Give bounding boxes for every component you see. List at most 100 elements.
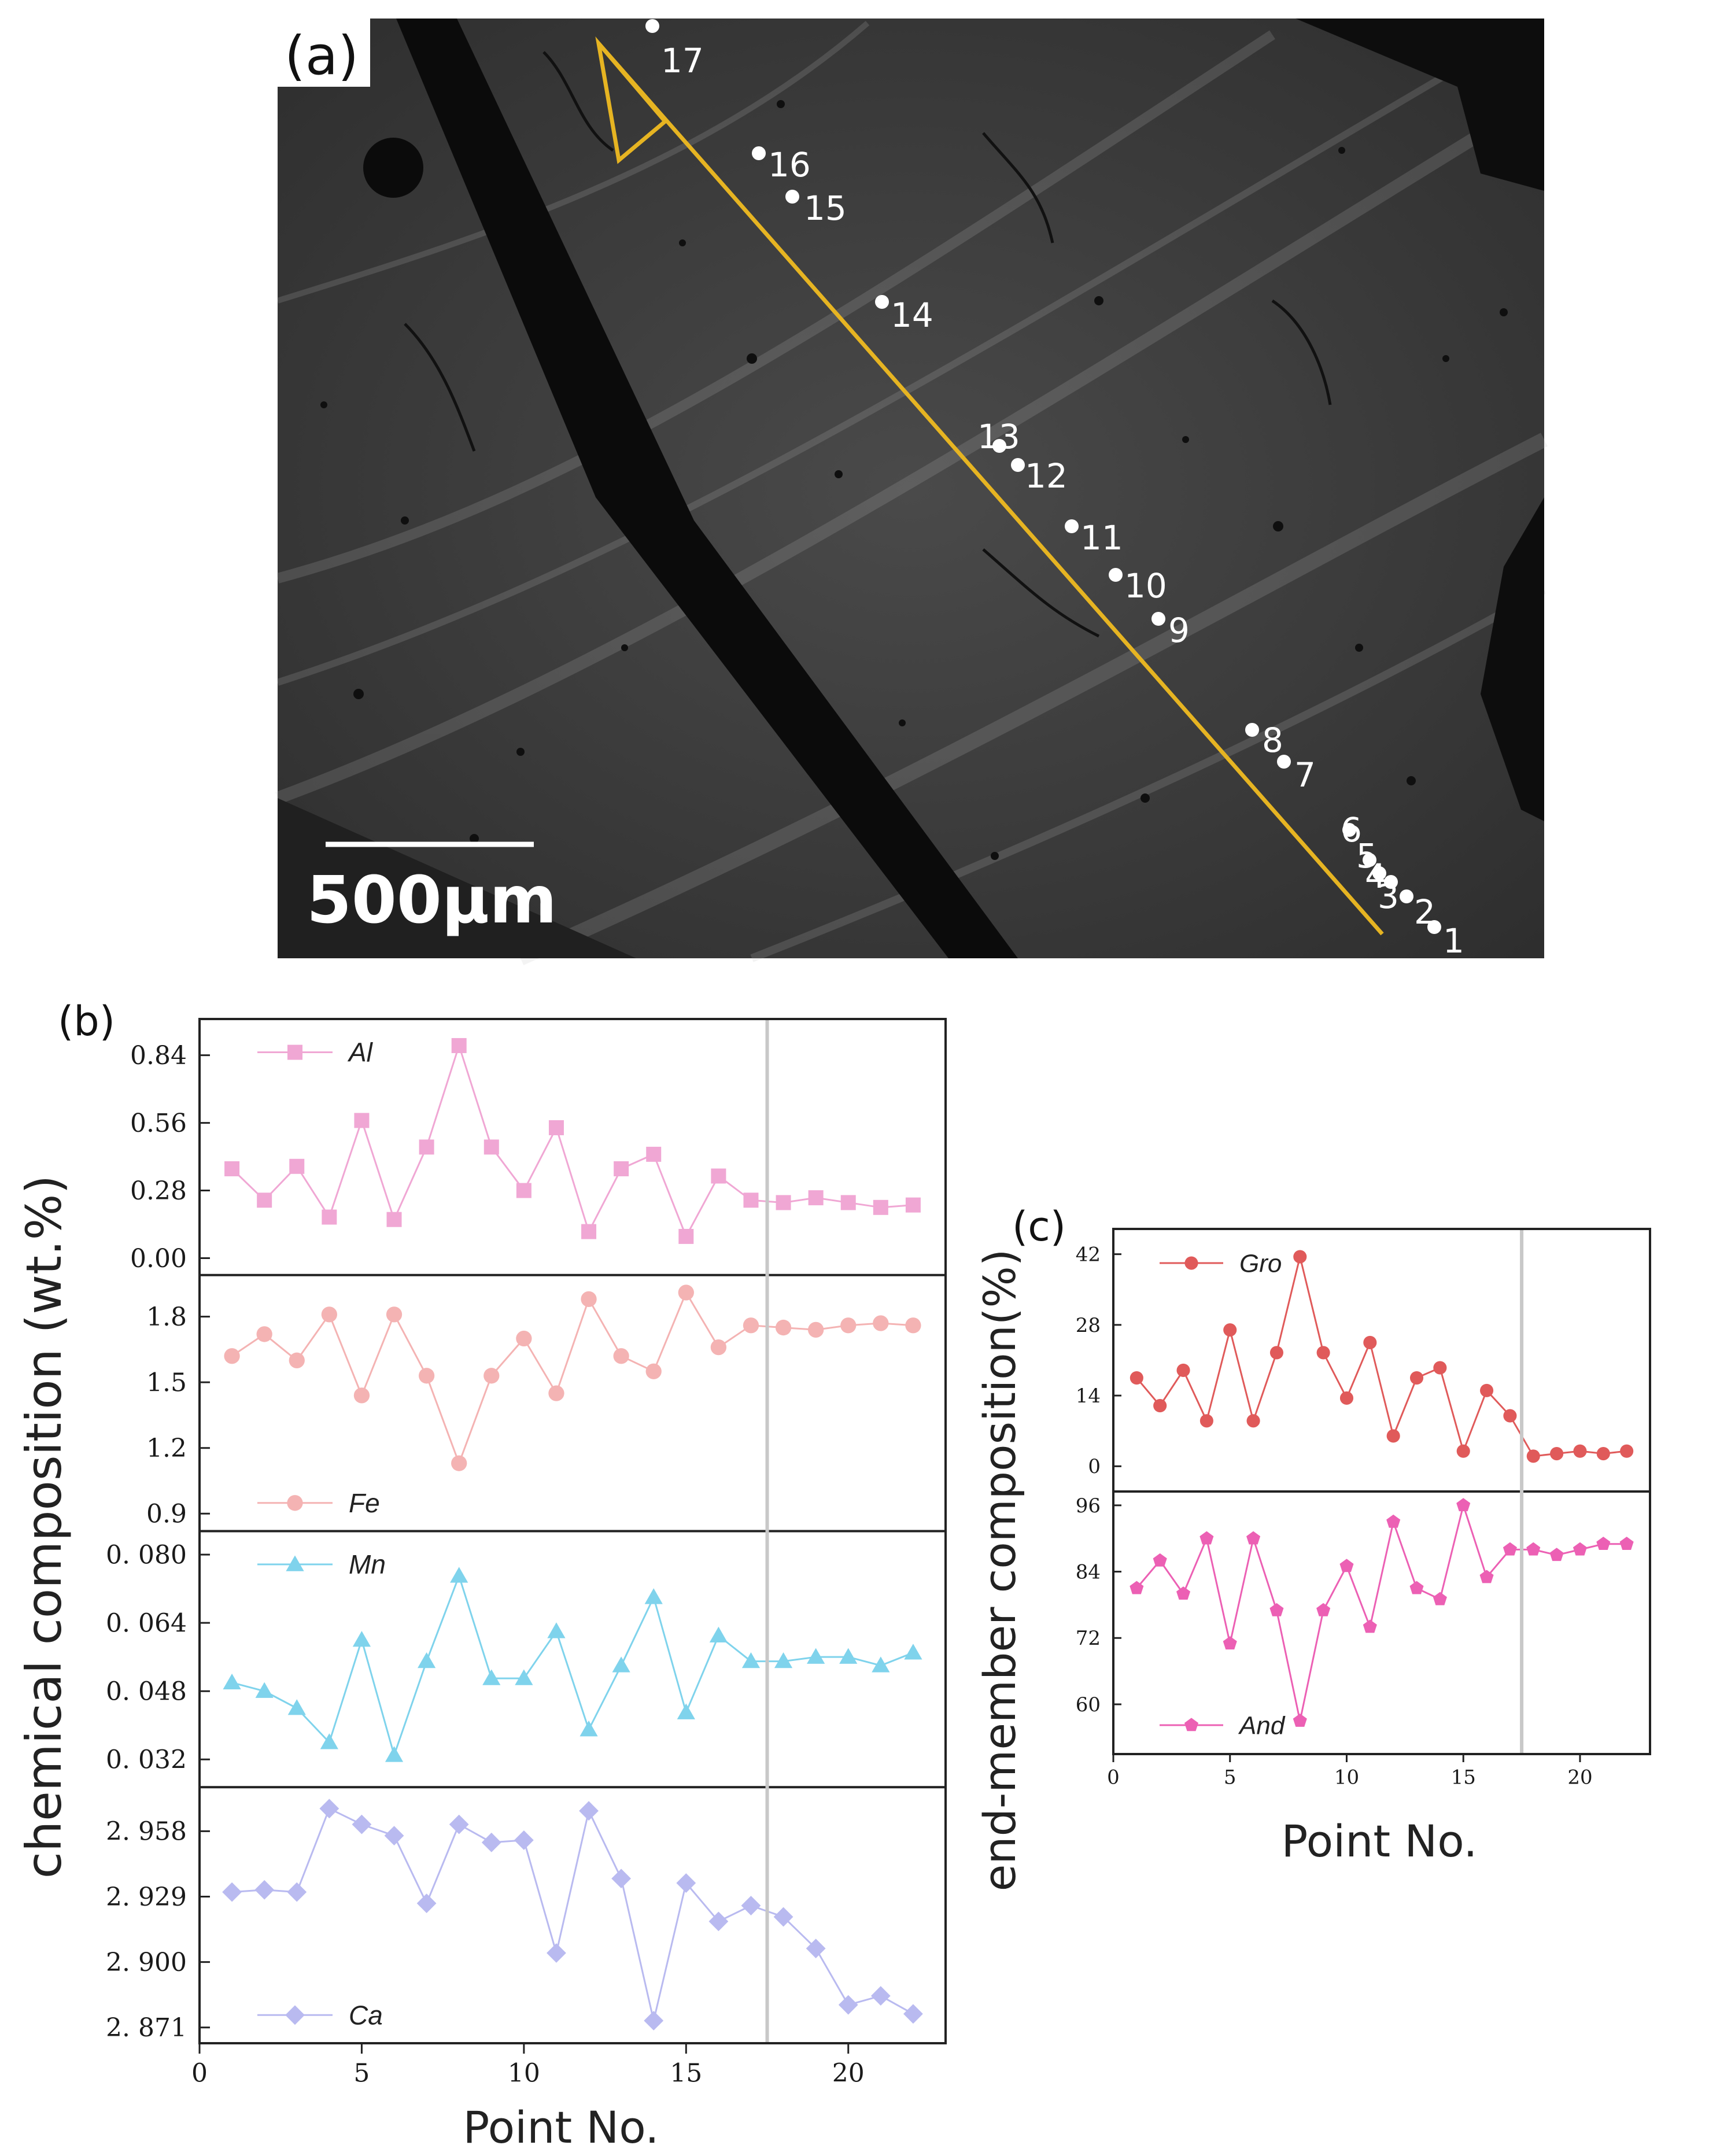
x-tick-label: 15 bbox=[670, 2058, 702, 2088]
data-point-fe bbox=[905, 1317, 921, 1334]
x-tick-label: 0 bbox=[191, 2058, 208, 2088]
inclusions bbox=[320, 100, 1508, 860]
data-point-fe bbox=[256, 1326, 272, 1342]
data-point-gro bbox=[1199, 1414, 1213, 1428]
legend-label: Al bbox=[347, 1038, 374, 1068]
data-point-and bbox=[1526, 1542, 1541, 1556]
data-point-and bbox=[1619, 1537, 1634, 1550]
data-point-gro bbox=[1223, 1323, 1237, 1337]
data-point-and bbox=[1549, 1548, 1564, 1561]
analysis-point bbox=[1427, 920, 1441, 934]
panel-a-label: (a) bbox=[285, 25, 359, 87]
data-point-ca bbox=[773, 1907, 793, 1927]
analysis-point bbox=[752, 146, 766, 160]
data-point-gro bbox=[1526, 1449, 1540, 1463]
data-point-fe bbox=[386, 1306, 403, 1323]
data-point-ca bbox=[384, 1826, 404, 1846]
y-tick-label: 60 bbox=[1076, 1693, 1101, 1716]
legend-marker bbox=[1184, 1256, 1198, 1270]
analysis-point-label: 7 bbox=[1294, 755, 1316, 795]
data-point-fe bbox=[775, 1319, 792, 1336]
data-point-al bbox=[840, 1195, 856, 1210]
y-tick-label: 72 bbox=[1076, 1627, 1101, 1650]
pit bbox=[363, 138, 423, 198]
panel-c-chart: (c) 0 14 28 42 Gro 60 72 84 96 And 0 5 10 15 20 end-me… bbox=[974, 1203, 1651, 1891]
analysis-point-label: 17 bbox=[661, 41, 704, 80]
analysis-point bbox=[1384, 875, 1398, 889]
data-point-fe bbox=[710, 1339, 727, 1356]
analysis-point bbox=[1342, 823, 1356, 837]
legend-label: Mn bbox=[349, 1549, 386, 1579]
data-point-al bbox=[289, 1158, 305, 1174]
data-point-al bbox=[743, 1193, 759, 1208]
data-point-and bbox=[1479, 1570, 1494, 1583]
legend-marker bbox=[1184, 1718, 1199, 1732]
data-point-mn bbox=[580, 1721, 598, 1737]
data-point-al bbox=[711, 1168, 726, 1184]
analysis-point-label: 16 bbox=[768, 145, 811, 184]
data-point-ca bbox=[319, 1799, 339, 1819]
data-point-gro bbox=[1573, 1444, 1587, 1458]
scale-bar-label: 500μm bbox=[307, 863, 557, 938]
data-point-mn bbox=[223, 1673, 241, 1690]
data-point-ca bbox=[416, 1893, 437, 1914]
y-tick-label: 42 bbox=[1076, 1243, 1101, 1267]
dark-corner bbox=[1295, 19, 1544, 191]
data-point-fe bbox=[743, 1317, 759, 1334]
data-point-ca bbox=[481, 1832, 501, 1852]
data-point-fe bbox=[678, 1284, 694, 1301]
x-tick-label: 15 bbox=[1451, 1766, 1476, 1789]
y-tick-label: 0. 080 bbox=[106, 1540, 187, 1570]
analysis-point-label: 6 bbox=[1341, 810, 1362, 850]
data-point-al bbox=[257, 1193, 272, 1208]
data-point-al bbox=[808, 1190, 824, 1206]
panel-c-plot-area: 0 14 28 42 Gro 60 72 84 96 And 0 5 10 15 20 bbox=[1076, 1228, 1651, 1789]
legend-label: Ca bbox=[349, 2000, 383, 2030]
series-line-fe bbox=[231, 1290, 914, 1466]
data-point-mn bbox=[482, 1669, 501, 1685]
analysis-point bbox=[1065, 519, 1079, 533]
data-point-al bbox=[776, 1195, 791, 1210]
x-tick-label: 10 bbox=[1334, 1766, 1359, 1789]
data-point-fe bbox=[451, 1455, 467, 1471]
data-point-gro bbox=[1246, 1414, 1260, 1428]
data-point-and bbox=[1223, 1636, 1237, 1650]
data-point-gro bbox=[1363, 1335, 1377, 1349]
legend-label: Gro bbox=[1239, 1249, 1282, 1278]
data-point-al bbox=[581, 1224, 597, 1239]
y-tick-label: 0.84 bbox=[130, 1041, 187, 1070]
data-point-al bbox=[873, 1199, 888, 1215]
series-line-gro bbox=[1136, 1256, 1627, 1457]
y-tick-label: 14 bbox=[1076, 1385, 1101, 1408]
x-tick-label: 20 bbox=[832, 2058, 865, 2088]
analysis-point bbox=[992, 439, 1006, 453]
data-point-al bbox=[516, 1183, 531, 1198]
data-point-and bbox=[1176, 1586, 1191, 1600]
data-point-and bbox=[1199, 1531, 1214, 1545]
data-point-and bbox=[1596, 1537, 1611, 1550]
data-point-gro bbox=[1433, 1361, 1447, 1375]
subplot-gro: 0 14 28 42 Gro bbox=[1076, 1243, 1634, 1478]
data-point-gro bbox=[1339, 1391, 1354, 1405]
panel-b-chart: (b) 0.00 0.28 0.56 0.84 Al 0.9 1.2 1.5 1.8 Fe 0. 0… bbox=[16, 998, 947, 2153]
panel-b-xlabel: Point No. bbox=[463, 2102, 659, 2153]
analysis-point-label: 14 bbox=[891, 296, 933, 335]
data-point-ca bbox=[708, 1911, 729, 1932]
data-point-gro bbox=[1293, 1250, 1307, 1264]
y-tick-label: 96 bbox=[1076, 1494, 1101, 1518]
data-point-mn bbox=[515, 1669, 533, 1685]
analysis-point-label: 12 bbox=[1025, 456, 1068, 496]
data-point-and bbox=[1130, 1581, 1144, 1594]
data-point-ca bbox=[449, 1814, 469, 1834]
data-point-fe bbox=[321, 1306, 337, 1323]
data-point-and bbox=[1573, 1542, 1587, 1556]
data-point-ca bbox=[903, 2004, 923, 2024]
analysis-point bbox=[1277, 755, 1291, 769]
subplot-ca: 2. 871 2. 900 2. 929 2. 958 Ca bbox=[106, 1799, 923, 2043]
analysis-point bbox=[875, 295, 889, 309]
panel-a-label-bg bbox=[278, 19, 370, 87]
data-point-gro bbox=[1176, 1363, 1190, 1378]
